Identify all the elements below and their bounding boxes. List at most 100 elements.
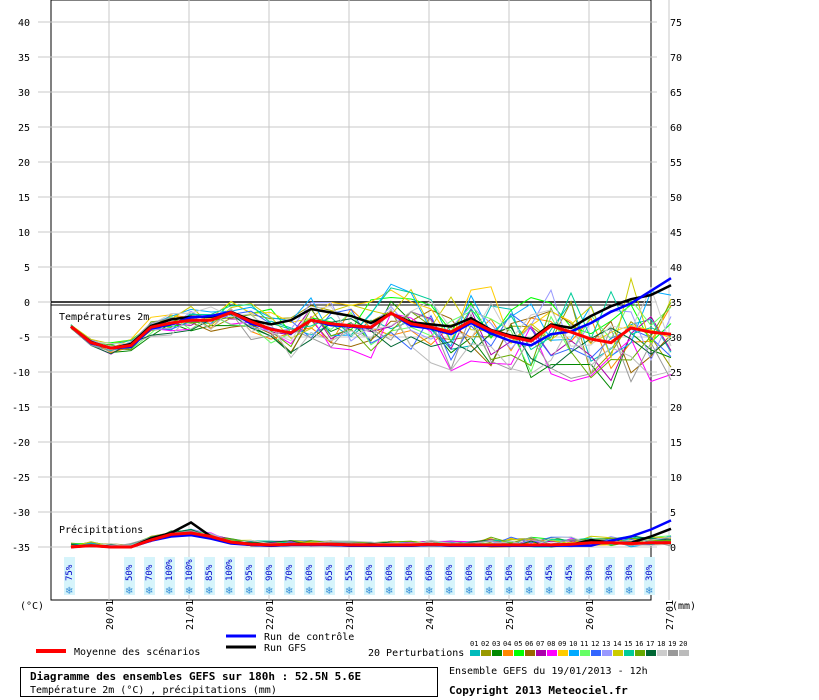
x-date-label: 25/01 [505,600,516,630]
snowflake-icon: ❄ [545,586,553,597]
perturbation-id-label: 15 [624,640,632,648]
snowflake-icon: ❄ [65,586,73,597]
snowflake-icon: ❄ [305,586,313,597]
snow-probability-label: 50% [505,564,515,581]
snow-probability-label: 50% [525,564,535,581]
perturbation-color-swatch [613,650,623,656]
legend-gfs-label: Run GFS [264,643,306,654]
perturbation-id-label: 09 [558,640,566,648]
snow-probability-row: 75% ❄ 50% ❄ 70% ❄ 100% ❄ 100% ❄ 85% ❄ 100% ❄ 95% ❄ 90% ❄ 7… [64,557,655,597]
perturbation-id-label: 05 [514,640,522,648]
snow-probability-label: 55% [345,564,355,581]
left-tick-label: 30 [18,88,30,99]
perturbation-temperature-line [70,300,672,375]
right-tick-label: 70 [670,53,682,64]
snowflake-icon: ❄ [505,586,513,597]
chart-grid [38,0,670,601]
x-date-label: 23/01 [345,600,356,630]
left-tick-label: 35 [18,53,30,64]
snow-probability-label: 85% [205,564,215,581]
perturbation-color-swatch [558,650,568,656]
left-tick-label: -20 [12,438,30,449]
chart-subtitle: Température 2m (°C) , précipitations (mm… [30,685,277,696]
snow-probability-cell [264,557,275,595]
x-date-label: 21/01 [185,600,196,630]
snow-probability-cell [284,557,295,595]
left-axis-unit: (°C) [20,601,44,612]
left-tick-label: -25 [12,473,30,484]
left-tick-label: -5 [18,333,30,344]
right-tick-label: 75 [670,18,682,29]
snow-probability-cell [604,557,615,595]
x-date-label: 22/01 [265,600,276,630]
perturbation-color-swatch [602,650,612,656]
snow-probability-label: 100% [185,559,195,581]
snowflake-icon: ❄ [385,586,393,597]
x-axis-dates: 20/01 21/01 22/01 23/01 24/01 25/01 26/01 27/01 [105,600,676,630]
legend-perturbations-label: 20 Perturbations [368,648,464,659]
x-date-label: 26/01 [585,600,596,630]
perturbation-id-label: 08 [547,640,555,648]
snow-probability-cell [204,557,215,595]
perturbation-id-label: 02 [481,640,489,648]
perturbation-temperature-line [70,313,672,370]
snow-probability-cell [364,557,375,595]
snow-probability-cell [384,557,395,595]
right-tick-label: 60 [670,123,682,134]
perturbation-temperature-line [70,307,672,377]
precipitations-annotation: Précipitations [59,524,143,536]
perturbation-color-swatch [547,650,557,656]
right-tick-label: 20 [670,403,682,414]
perturbation-id-label: 16 [635,640,643,648]
snowflake-icon: ❄ [465,586,473,597]
perturbation-temperature-line [70,298,672,373]
right-tick-label: 35 [670,298,682,309]
left-tick-label: 0 [24,298,30,309]
right-tick-label: 30 [670,333,682,344]
snow-probability-label: 50% [485,564,495,581]
left-tick-label: 25 [18,123,30,134]
perturbation-color-swatch [503,650,513,656]
snow-probability-label: 100% [165,559,175,581]
perturbation-color-swatch [591,650,601,656]
perturbation-id-label: 20 [679,640,687,648]
perturbation-color-swatch [624,650,634,656]
left-tick-label: 15 [18,193,30,204]
perturbation-color-swatch [635,650,645,656]
snowflake-icon: ❄ [625,586,633,597]
snow-probability-label: 50% [125,564,135,581]
right-tick-label: 55 [670,158,682,169]
right-tick-label: 45 [670,228,682,239]
snow-probability-cell [304,557,315,595]
x-date-label: 20/01 [105,600,116,630]
snow-probability-cell [64,557,75,595]
perturbation-id-label: 12 [591,640,599,648]
snow-probability-cell [524,557,535,595]
snow-probability-cell [424,557,435,595]
perturbation-color-swatch [580,650,590,656]
x-date-label: 27/01 [665,600,676,630]
plot-frame [50,0,652,601]
left-tick-label: -35 [12,543,30,554]
snow-probability-cell [404,557,415,595]
snow-probability-cell [544,557,555,595]
snow-probability-cell [224,557,235,595]
snowflake-icon: ❄ [365,586,373,597]
snow-probability-label: 50% [365,564,375,581]
snow-probability-cell [464,557,475,595]
x-date-label: 24/01 [425,600,436,630]
left-tick-label: -30 [12,508,30,519]
snowflake-icon: ❄ [325,586,333,597]
main-series-lines [70,277,672,549]
snowflake-icon: ❄ [265,586,273,597]
snow-probability-label: 75% [65,564,75,581]
left-tick-label: 20 [18,158,30,169]
perturbation-color-swatch [646,650,656,656]
snowflake-icon: ❄ [345,586,353,597]
snowflake-icon: ❄ [645,586,653,597]
series-temperature-line [70,310,672,350]
snow-probability-label: 45% [545,564,555,581]
perturbation-color-swatch [514,650,524,656]
